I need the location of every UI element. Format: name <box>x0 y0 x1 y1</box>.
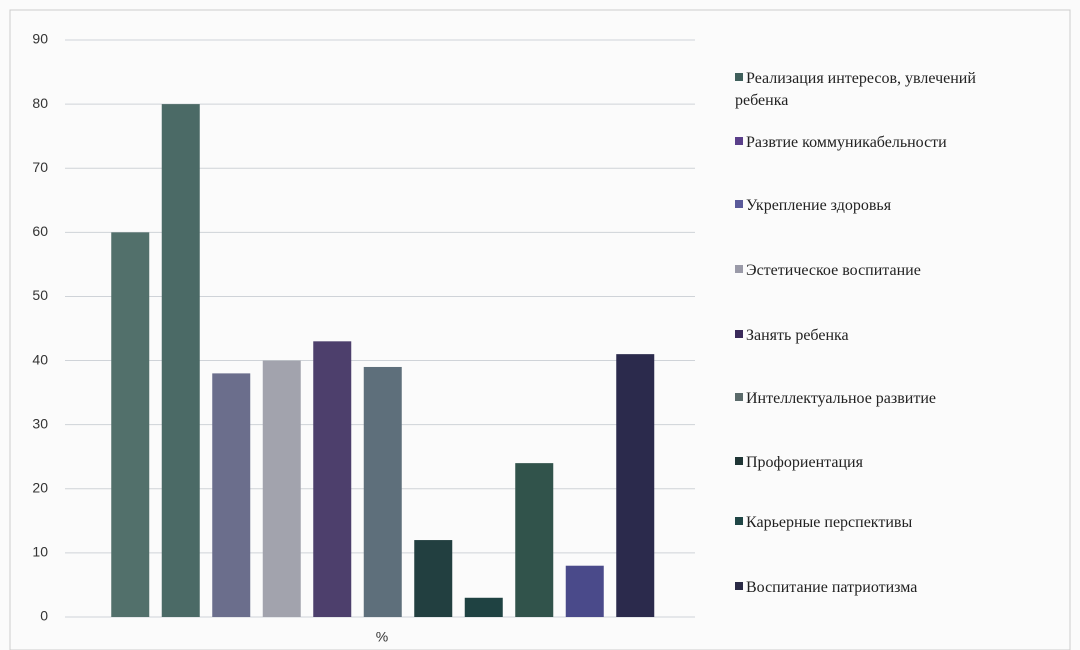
legend-item: Интеллектуальное развитие <box>735 388 1025 410</box>
legend-swatch <box>735 73 743 81</box>
legend-label: Воспитание патриотизма <box>746 579 918 596</box>
legend-item: Карьерные перспективы <box>735 512 1025 534</box>
bar <box>313 341 352 617</box>
bar <box>161 104 200 618</box>
bar <box>464 597 503 617</box>
chart-frame <box>9 9 1071 650</box>
legend-swatch <box>735 330 743 338</box>
bar <box>616 354 655 617</box>
y-tick-label: 20 <box>32 479 48 495</box>
legend-item: Занять ребенка <box>735 325 1025 347</box>
legend-label: Занять ребенка <box>746 327 849 344</box>
bar <box>515 463 554 617</box>
legend-item: Эстетическое воспитание <box>735 260 1025 282</box>
bar <box>565 565 604 617</box>
legend-swatch <box>735 582 743 590</box>
legend-label: Развтие коммуникабельности <box>746 134 947 151</box>
y-tick-label: 80 <box>32 95 48 111</box>
bar <box>262 360 301 617</box>
legend-label: Карьерные перспективы <box>746 514 913 531</box>
y-tick-label: 30 <box>32 415 48 431</box>
legend-item: Воспитание патриотизма <box>735 577 1025 599</box>
legend-swatch <box>735 517 743 525</box>
legend-label: Интеллектуальное развитие <box>746 390 936 407</box>
legend-label: Эстетическое воспитание <box>746 262 921 279</box>
legend-swatch <box>735 265 743 273</box>
y-tick-label: 70 <box>32 159 48 175</box>
legend-item: Профориентация <box>735 452 1025 474</box>
legend-swatch <box>735 137 743 145</box>
bar <box>414 540 453 617</box>
legend-item: Реализация интересов, увлечений ребенка <box>735 68 1025 112</box>
legend-item: Укрепление здоровья <box>735 195 1025 217</box>
y-tick-label: 50 <box>32 287 48 303</box>
y-tick-label: 40 <box>32 351 48 367</box>
bar <box>363 366 402 617</box>
bar <box>111 232 150 618</box>
legend-label: Реализация интересов, увлечений ребенка <box>735 70 976 109</box>
legend-item: Развтие коммуникабельности <box>735 132 1025 154</box>
bar <box>212 373 251 617</box>
legend-label: Укрепление здоровья <box>746 197 892 214</box>
legend-swatch <box>735 457 743 465</box>
legend-label: Профориентация <box>746 454 863 471</box>
legend-swatch <box>735 200 743 208</box>
x-axis-label: % <box>376 629 388 645</box>
y-tick-label: 90 <box>32 31 48 47</box>
y-tick-label: 0 <box>40 608 48 624</box>
y-tick-label: 10 <box>32 544 48 560</box>
legend-swatch <box>735 393 743 401</box>
y-tick-label: 60 <box>32 223 48 239</box>
